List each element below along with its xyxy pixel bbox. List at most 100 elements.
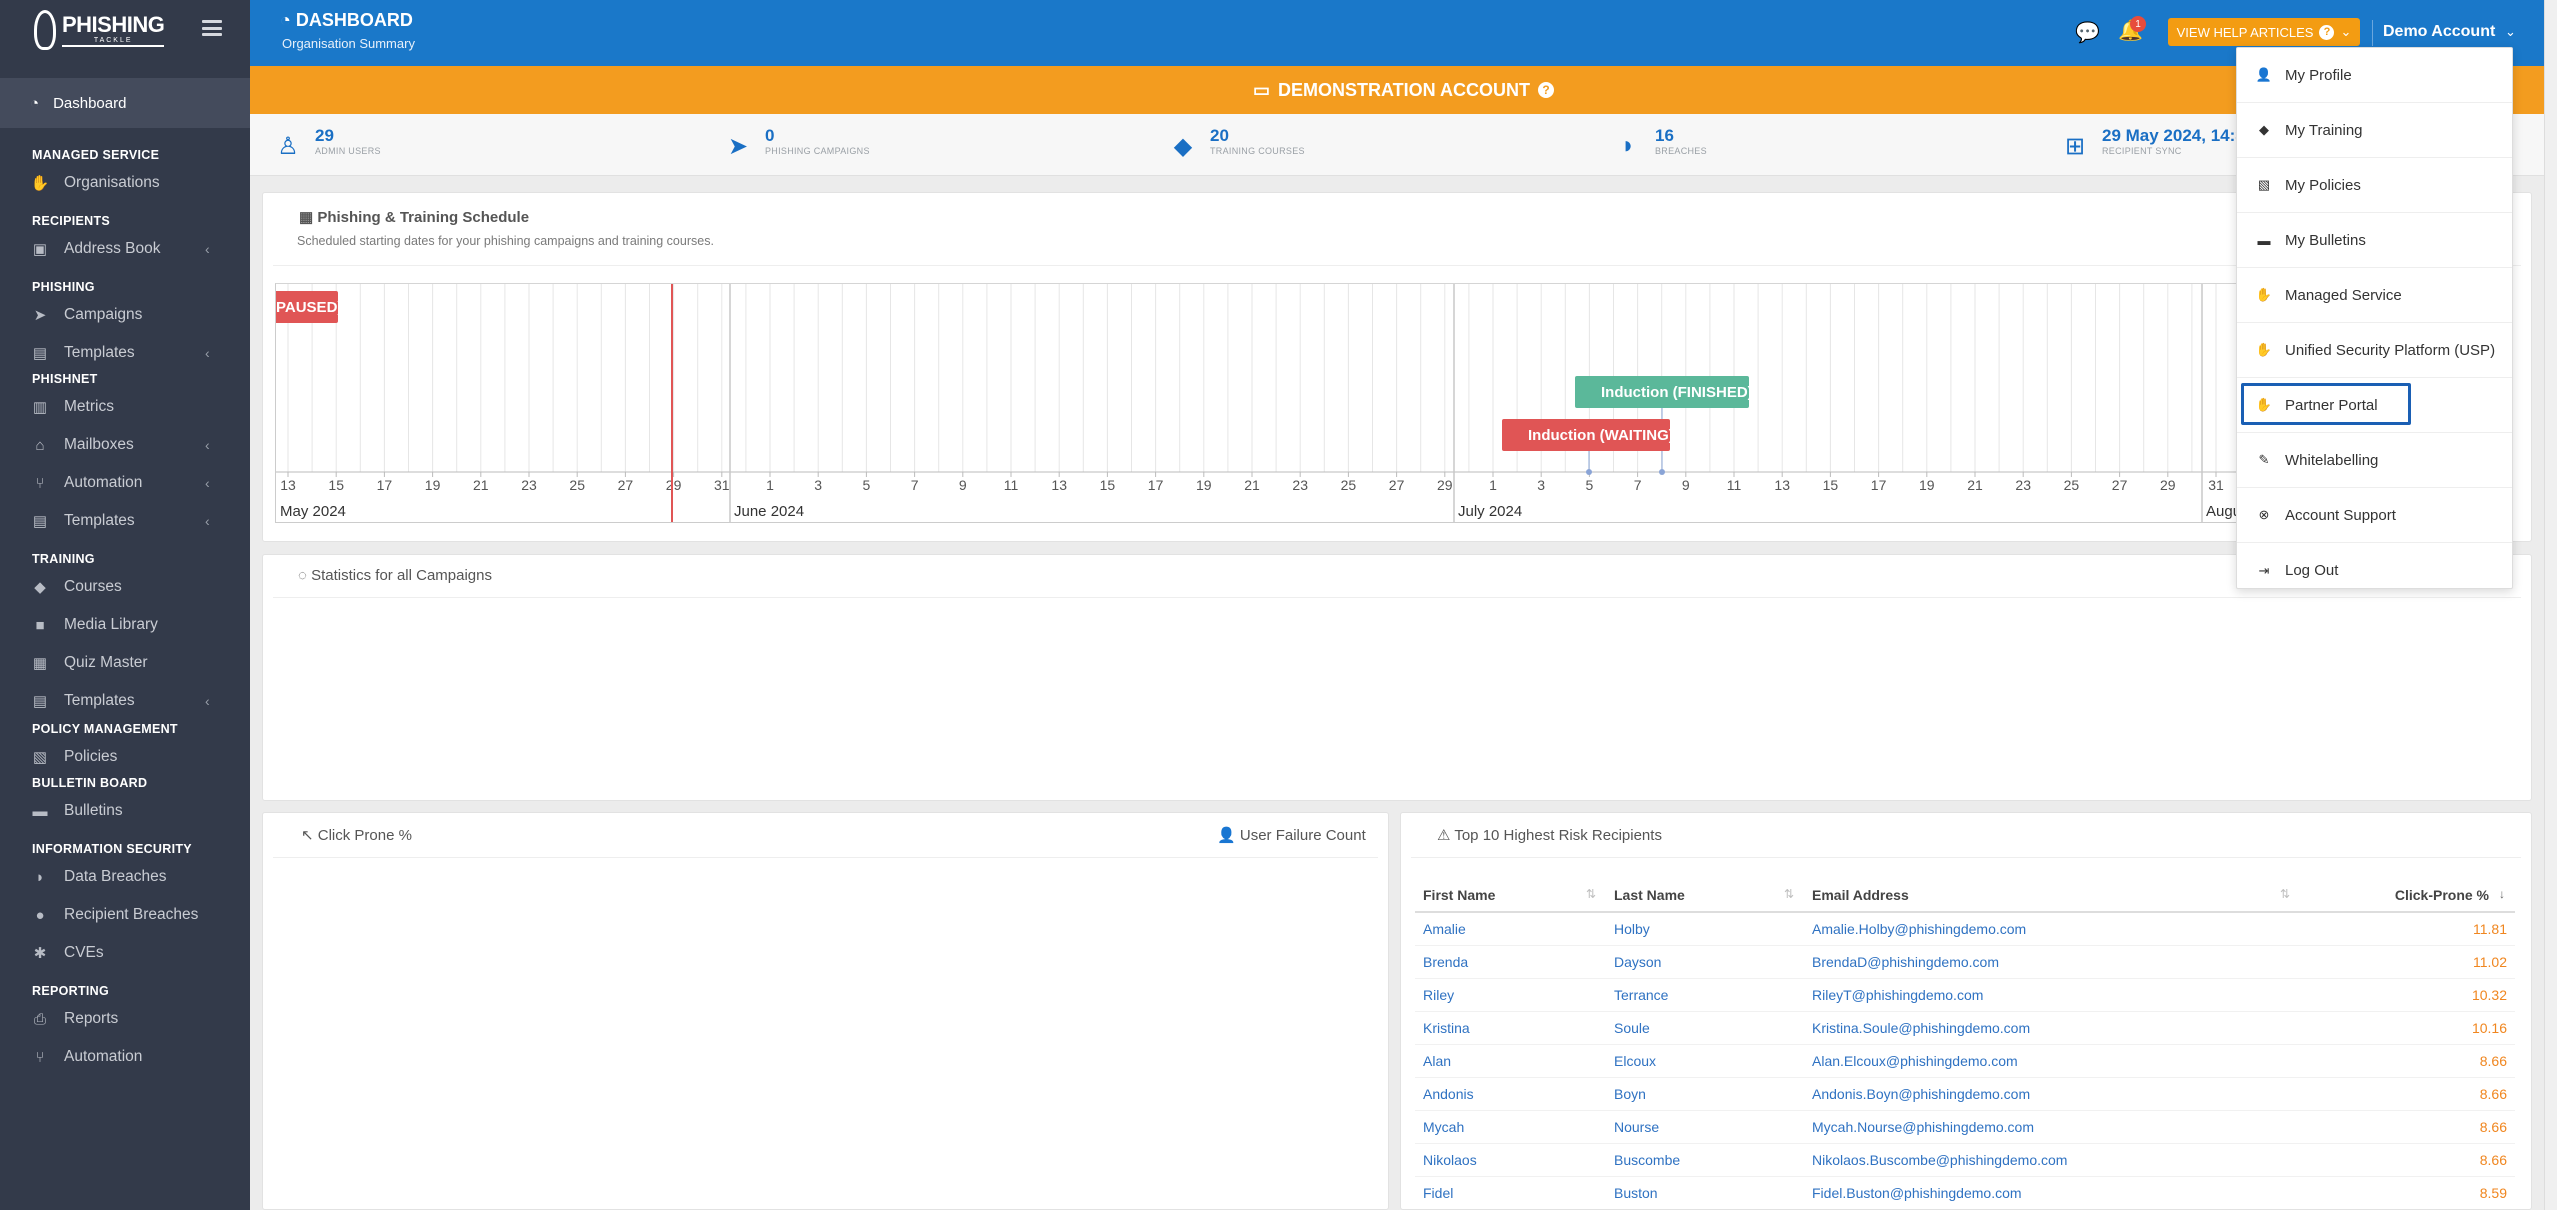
- sidebar-item-phishing-templates[interactable]: ▤ Templates ‹: [0, 334, 250, 372]
- cell-last-name[interactable]: Buston: [1606, 1176, 1804, 1209]
- logo[interactable]: PHISHING TACKLE: [0, 0, 250, 60]
- table-row[interactable]: Alan Elcoux Alan.Elcoux@phishingdemo.com 8.…: [1415, 1044, 2515, 1078]
- sort-icon: ⇅: [1783, 886, 1794, 901]
- sidebar-item-data-breaches[interactable]: ◗ Data Breaches: [0, 858, 250, 896]
- cell-email[interactable]: Fidel.Buston@phishingdemo.com: [1804, 1176, 2300, 1209]
- cell-last-name[interactable]: Boyn: [1606, 1077, 1804, 1111]
- cell-first-name[interactable]: Fidel: [1415, 1176, 1606, 1209]
- chevron-down-icon[interactable]: ⌄: [2505, 24, 2516, 39]
- tick-label: 29: [1437, 477, 1453, 493]
- menu-item-partner-portal[interactable]: ✋ Partner Portal: [2237, 378, 2512, 433]
- sidebar-item-quiz-master[interactable]: ▦ Quiz Master: [0, 644, 250, 682]
- cell-last-name[interactable]: Soule: [1606, 1011, 1804, 1045]
- cell-click-prone: 10.16: [2300, 1011, 2515, 1045]
- sidebar-item-address-book[interactable]: ▣ Address Book ‹: [0, 230, 250, 268]
- user-failure-count-toggle[interactable]: 👤 User Failure Count: [1217, 827, 1366, 844]
- cell-last-name[interactable]: Holby: [1606, 912, 1804, 946]
- tick-label: 23: [1292, 477, 1308, 493]
- menu-item-my-training[interactable]: ◆ My Training: [2237, 103, 2512, 158]
- sidebar-item-mailboxes[interactable]: ⌂ Mailboxes ‹: [0, 426, 250, 464]
- sidebar-item-recipient-breaches[interactable]: ● Recipient Breaches: [0, 896, 250, 934]
- table-row[interactable]: Riley Terrance RileyT@phishingdemo.com 10.3…: [1415, 978, 2515, 1012]
- cell-first-name[interactable]: Amalie: [1415, 912, 1606, 946]
- paint-brush-icon: ✎: [2258, 452, 2270, 467]
- cell-email[interactable]: Andonis.Boyn@phishingdemo.com: [1804, 1077, 2300, 1111]
- view-help-articles-button[interactable]: VIEW HELP ARTICLES? ⌄: [2168, 18, 2360, 46]
- sidebar-item-policies[interactable]: ▧ Policies: [0, 738, 250, 776]
- cell-email[interactable]: Kristina.Soule@phishingdemo.com: [1804, 1011, 2300, 1045]
- menu-item-whitelabelling[interactable]: ✎ Whitelabelling: [2237, 433, 2512, 488]
- warning-icon: ⚠: [1437, 827, 1455, 844]
- tick-label: 17: [1148, 477, 1164, 493]
- sidebar-item-metrics[interactable]: ▥ Metrics: [0, 388, 250, 426]
- chat-icon[interactable]: 💬: [2075, 22, 2100, 44]
- cell-first-name[interactable]: Alan: [1415, 1044, 1606, 1078]
- tachometer-icon: ◔: [280, 10, 296, 30]
- tick-label: 13: [1774, 477, 1790, 493]
- sidebar-item-reports[interactable]: ⎙ Reports: [0, 1000, 250, 1038]
- column-header-last-name[interactable]: Last Name ⇅: [1606, 878, 1804, 913]
- cell-last-name[interactable]: Nourse: [1606, 1110, 1804, 1144]
- menu-item-managed-service[interactable]: ✋ Managed Service: [2237, 268, 2512, 323]
- table-row[interactable]: Amalie Holby Amalie.Holby@phishingdemo.com…: [1415, 912, 2515, 946]
- column-header-first-name[interactable]: First Name ⇅: [1415, 878, 1606, 913]
- cell-email[interactable]: RileyT@phishingdemo.com: [1804, 978, 2300, 1012]
- sidebar-item-training-templates[interactable]: ▤ Templates ‹: [0, 682, 250, 720]
- tick-label: 27: [1389, 477, 1405, 493]
- notification-badge: 1: [2130, 16, 2146, 32]
- menu-item-log-out[interactable]: ⇥ Log Out: [2237, 543, 2512, 598]
- event-dot: [1586, 469, 1592, 475]
- click-prone-title: ↖ Click Prone %: [301, 827, 412, 844]
- menu-item-my-bulletins[interactable]: ▬ My Bulletins: [2237, 213, 2512, 268]
- cell-first-name[interactable]: Nikolaos: [1415, 1143, 1606, 1177]
- cell-last-name[interactable]: Elcoux: [1606, 1044, 1804, 1078]
- sidebar-item-automation[interactable]: ⑂ Automation ‹: [0, 464, 250, 502]
- calendar-icon: ▦: [299, 209, 318, 226]
- cell-last-name[interactable]: Dayson: [1606, 945, 1804, 979]
- cell-first-name[interactable]: Andonis: [1415, 1077, 1606, 1111]
- menu-item-unified-security-platform-usp[interactable]: ✋ Unified Security Platform (USP): [2237, 323, 2512, 378]
- stat-recipient-sync: ⊞ 29 May 2024, 14:3 RECIPIENT SYNC: [2062, 126, 2245, 161]
- table-row[interactable]: Andonis Boyn Andonis.Boyn@phishingdemo.com…: [1415, 1077, 2515, 1111]
- sidebar-item-reporting-automation[interactable]: ⑂ Automation: [0, 1038, 250, 1076]
- table-header-row: First Name ⇅ Last Name ⇅ Email Address ⇅ Cl…: [1415, 878, 2515, 913]
- chevron-left-icon: ‹: [205, 345, 210, 361]
- cell-first-name[interactable]: Riley: [1415, 978, 1606, 1012]
- cell-email[interactable]: BrendaD@phishingdemo.com: [1804, 945, 2300, 979]
- cell-first-name[interactable]: Kristina: [1415, 1011, 1606, 1045]
- cell-first-name[interactable]: Brenda: [1415, 945, 1606, 979]
- graduation-cap-icon: ◆: [34, 579, 46, 596]
- account-menu-button[interactable]: Demo Account: [2383, 23, 2496, 40]
- stat-phishing-campaigns: ➤ 0 PHISHING CAMPAIGNS: [725, 126, 870, 161]
- column-header-email[interactable]: Email Address ⇅: [1804, 878, 2300, 913]
- sidebar-item-bulletins[interactable]: ▬ Bulletins: [0, 792, 250, 830]
- table-row[interactable]: Brenda Dayson BrendaD@phishingdemo.com 11.0…: [1415, 945, 2515, 979]
- sidebar-item-organisations[interactable]: ✋ Organisations: [30, 174, 160, 192]
- sidebar-item-dashboard[interactable]: ◔ Dashboard: [0, 78, 250, 128]
- cell-email[interactable]: Amalie.Holby@phishingdemo.com: [1804, 912, 2300, 946]
- table-row[interactable]: Fidel Buston Fidel.Buston@phishingdemo.com…: [1415, 1176, 2515, 1209]
- question-circle-icon[interactable]: ?: [1538, 82, 1554, 98]
- page-scrollbar[interactable]: [2544, 0, 2557, 1210]
- sidebar-item-media-library[interactable]: ■ Media Library: [0, 606, 250, 644]
- schedule-timeline[interactable]: 13 15 17 19 21 23 25 27 29 31 1 3 5 7 9 11 13 15 17 19 21 23 2…: [275, 283, 2505, 523]
- cell-email[interactable]: Nikolaos.Buscombe@phishingdemo.com: [1804, 1143, 2300, 1177]
- menu-item-my-policies[interactable]: ▧ My Policies: [2237, 158, 2512, 213]
- sidebar-item-cves[interactable]: ✱ CVEs: [0, 934, 250, 972]
- cell-email[interactable]: Mycah.Nourse@phishingdemo.com: [1804, 1110, 2300, 1144]
- table-row[interactable]: Nikolaos Buscombe Nikolaos.Buscombe@phishi…: [1415, 1143, 2515, 1177]
- cell-last-name[interactable]: Buscombe: [1606, 1143, 1804, 1177]
- table-row[interactable]: Kristina Soule Kristina.Soule@phishingdemo…: [1415, 1011, 2515, 1045]
- column-header-click-prone[interactable]: Click-Prone % ↓: [2300, 878, 2515, 913]
- hamburger-menu-icon[interactable]: [202, 20, 222, 36]
- sidebar-item-campaigns[interactable]: ➤ Campaigns: [0, 296, 250, 334]
- cell-email[interactable]: Alan.Elcoux@phishingdemo.com: [1804, 1044, 2300, 1078]
- sidebar-item-courses[interactable]: ◆ Courses: [0, 568, 250, 606]
- cell-first-name[interactable]: Mycah: [1415, 1110, 1606, 1144]
- sidebar-item-phishnet-templates[interactable]: ▤ Templates ‹: [0, 502, 250, 540]
- table-row[interactable]: Mycah Nourse Mycah.Nourse@phishingdemo.com…: [1415, 1110, 2515, 1144]
- graduation-cap-icon: ◆: [1173, 133, 1193, 160]
- cell-last-name[interactable]: Terrance: [1606, 978, 1804, 1012]
- menu-item-account-support[interactable]: ⊗ Account Support: [2237, 488, 2512, 543]
- menu-item-my-profile[interactable]: 👤 My Profile: [2237, 48, 2512, 103]
